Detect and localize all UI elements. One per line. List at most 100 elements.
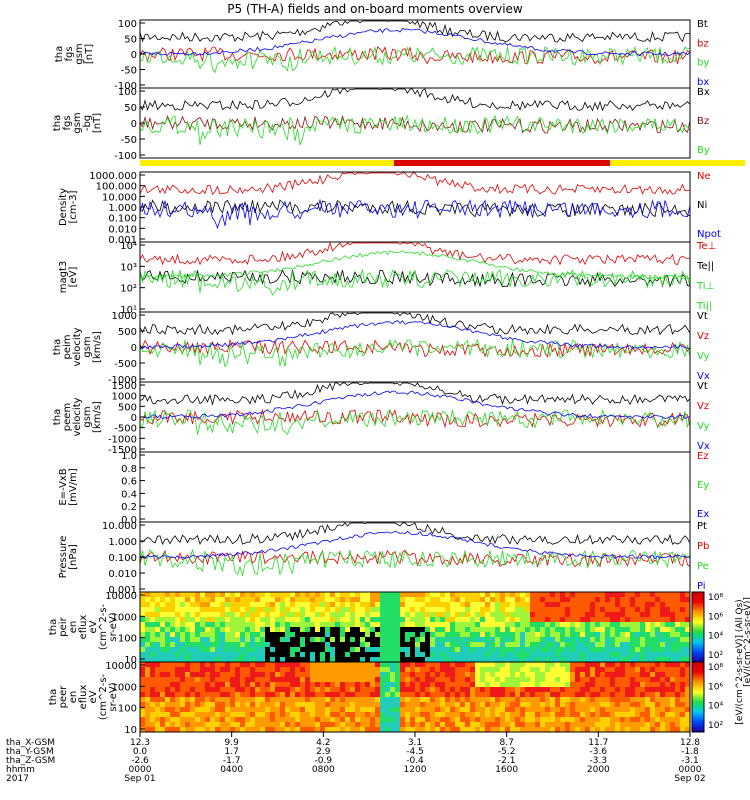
heatmap-cell (635, 667, 641, 673)
heatmap-cell (565, 622, 571, 628)
heatmap-cell (405, 662, 411, 668)
y-tick-label: -1500 (108, 445, 137, 456)
heatmap-cell (575, 632, 581, 638)
heatmap-cell (540, 632, 546, 638)
heatmap-cell (555, 612, 561, 618)
heatmap-cell (410, 712, 416, 718)
heatmap-cell (500, 632, 506, 638)
series-line-Ti|| (140, 250, 690, 280)
heatmap-cell (605, 597, 611, 603)
heatmap-cell (565, 677, 571, 683)
heatmap-cell (335, 702, 341, 708)
heatmap-cell (675, 667, 681, 673)
heatmap-cell (230, 592, 236, 598)
heatmap-cell (345, 602, 351, 608)
heatmap-cell (640, 727, 646, 733)
heatmap-cell (330, 592, 336, 598)
y-tick-label: 500 (118, 327, 137, 338)
heatmap-cell (490, 612, 496, 618)
y-axis-label-line: fgs (62, 115, 73, 130)
heatmap-cell (525, 652, 531, 658)
heatmap-cell (285, 642, 291, 648)
heatmap-cell (610, 612, 616, 618)
heatmap-cell (610, 642, 616, 648)
heatmap-cell (155, 607, 161, 613)
heatmap-cell (215, 637, 221, 643)
heatmap-cell (190, 637, 196, 643)
heatmap-cell (160, 722, 166, 728)
heatmap-cell (310, 722, 316, 728)
heatmap-cell (520, 677, 526, 683)
heatmap-cell (380, 727, 386, 733)
heatmap-cell (345, 677, 351, 683)
heatmap-cell (140, 627, 146, 633)
x-row-label: tha_Z-GSM (6, 756, 55, 766)
heatmap-cell (385, 697, 391, 703)
heatmap-cell (560, 727, 566, 733)
heatmap-cell (360, 717, 366, 723)
heatmap-cell (610, 647, 616, 653)
heatmap-cell (560, 597, 566, 603)
heatmap-cell (450, 597, 456, 603)
heatmap-cell (540, 717, 546, 723)
heatmap-cell (590, 637, 596, 643)
heatmap-cell (265, 677, 271, 683)
heatmap-cell (425, 642, 431, 648)
heatmap-cell (310, 712, 316, 718)
heatmap-cell (160, 617, 166, 623)
heatmap-cell (325, 677, 331, 683)
heatmap-cell (580, 642, 586, 648)
heatmap-cell (490, 722, 496, 728)
heatmap-cell (250, 607, 256, 613)
heatmap-cell (665, 692, 671, 698)
heatmap-cell (630, 717, 636, 723)
heatmap-cell (430, 622, 436, 628)
series-line-Pb (139, 549, 691, 569)
heatmap-cell (425, 657, 431, 663)
heatmap-cell (185, 692, 191, 698)
heatmap-cell (475, 692, 481, 698)
heatmap-cell (620, 712, 626, 718)
heatmap-cell (650, 647, 656, 653)
heatmap-cell (205, 712, 211, 718)
x-tick-x: 3.1 (408, 738, 422, 748)
heatmap-cell (265, 697, 271, 703)
heatmap-cell (575, 667, 581, 673)
heatmap-cell (360, 597, 366, 603)
heatmap-cell (585, 597, 591, 603)
heatmap-cell (330, 662, 336, 668)
heatmap-cell (390, 697, 396, 703)
heatmap-cell (575, 662, 581, 668)
heatmap-cell (470, 612, 476, 618)
heatmap-cell (555, 597, 561, 603)
heatmap-cell (615, 592, 621, 598)
heatmap-cell (580, 702, 586, 708)
heatmap-cell (215, 707, 221, 713)
heatmap-cell (205, 592, 211, 598)
heatmap-cell (255, 712, 261, 718)
heatmap-cell (630, 702, 636, 708)
heatmap-cell (360, 637, 366, 643)
heatmap-cell (580, 607, 586, 613)
heatmap-cell (230, 687, 236, 693)
heatmap-cell (200, 632, 206, 638)
heatmap-cell (355, 592, 361, 598)
heatmap-cell (625, 627, 631, 633)
heatmap-cell (335, 627, 341, 633)
heatmap-cell (550, 727, 556, 733)
heatmap-cell (255, 647, 261, 653)
heatmap-cell (485, 727, 491, 733)
y-tick-label: 1000 (112, 392, 137, 403)
heatmap-cell (330, 667, 336, 673)
heatmap-cell (615, 702, 621, 708)
heatmap-cell (375, 722, 381, 728)
heatmap-cell (155, 597, 161, 603)
heatmap-cell (420, 712, 426, 718)
heatmap-cell (475, 687, 481, 693)
heatmap-cell (210, 672, 216, 678)
heatmap-cell (430, 692, 436, 698)
heatmap-cell (580, 682, 586, 688)
heatmap-cell (680, 647, 686, 653)
y-axis-label-line: fgs (64, 46, 75, 61)
heatmap-cell (300, 672, 306, 678)
